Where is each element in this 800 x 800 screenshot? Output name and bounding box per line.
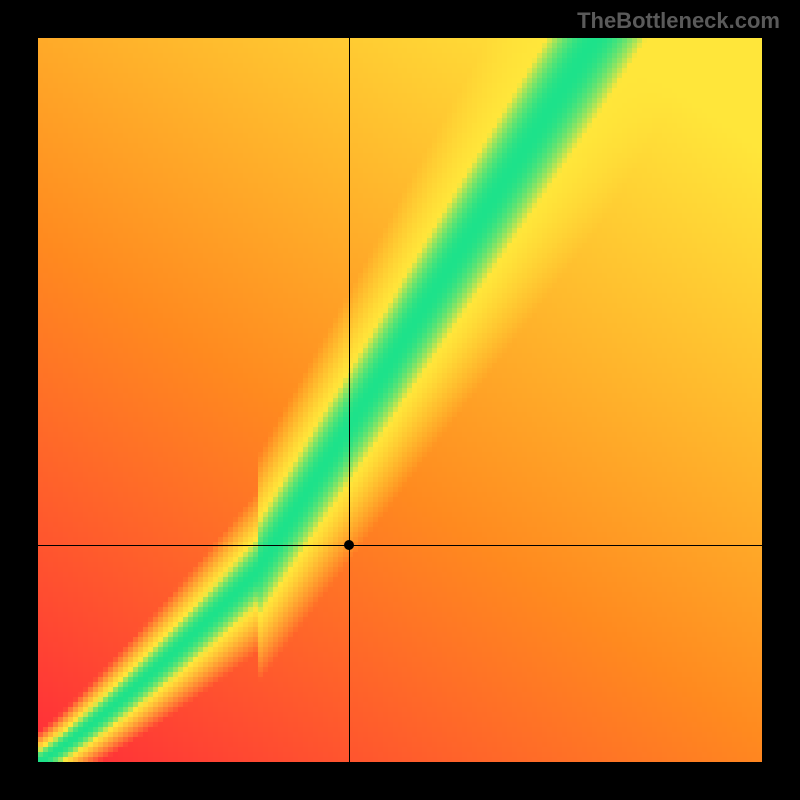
crosshair-vertical (349, 38, 350, 762)
heatmap-canvas (38, 38, 762, 762)
crosshair-marker (344, 540, 354, 550)
plot-area (38, 38, 762, 762)
chart-container: TheBottleneck.com (0, 0, 800, 800)
crosshair-horizontal (38, 545, 762, 546)
watermark-text: TheBottleneck.com (577, 8, 780, 34)
